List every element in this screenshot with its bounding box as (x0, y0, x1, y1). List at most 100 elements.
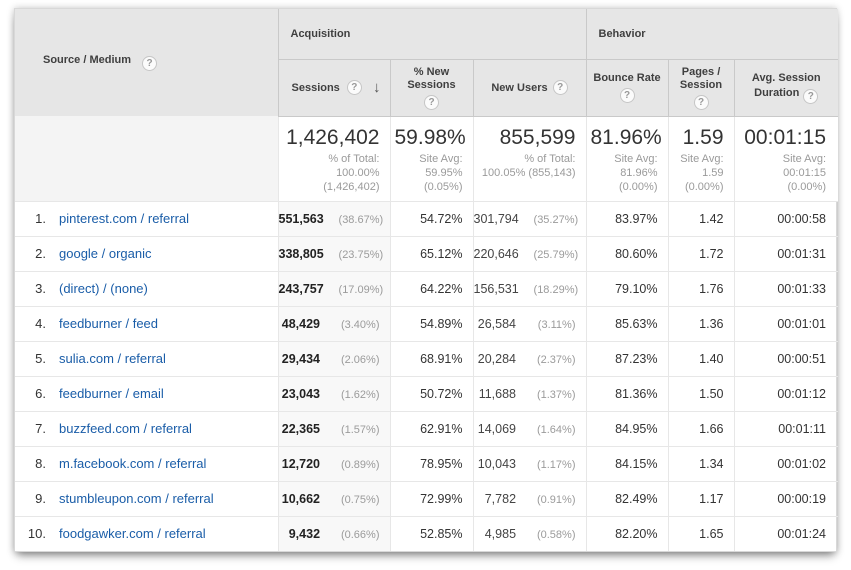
row-rank: 6. (35, 386, 46, 401)
summary-pages-session: 1.59 Site Avg: 1.59 (0.00%) (667, 116, 734, 201)
row-rank: 10. (27, 526, 46, 542)
sessions-value: 9,432 (288, 526, 321, 541)
new-users-cell: 4,985 (0.58%) (472, 515, 586, 551)
column-header-new-sessions[interactable]: % New Sessions ? (389, 59, 473, 117)
pages-session-cell: 1.50 (667, 375, 734, 411)
summary-new-users: 855,599 % of Total: 100.05% (855,143) (472, 116, 586, 201)
pages-session-cell: 1.17 (667, 480, 734, 516)
sessions-cell: 22,365 (1.57%) (277, 410, 390, 446)
sessions-percent: (38.67%) (338, 213, 384, 226)
row-rank: 1. (35, 211, 46, 226)
table-row: 2. google / organic 338,805 (23.75%) 65.1… (15, 235, 838, 271)
new-users-cell: 10,043 (1.17%) (472, 445, 586, 481)
new-users-value: 14,069 (477, 421, 517, 436)
source-medium-link[interactable]: feedburner / email (59, 386, 164, 401)
help-icon[interactable]: ? (142, 56, 158, 71)
source-medium-link[interactable]: foodgawker.com / referral (59, 526, 206, 542)
new-sessions-cell: 50.72% (389, 375, 473, 411)
acquisition-label: Acquisition (290, 27, 351, 40)
new-sessions-cell: 72.99% (389, 480, 473, 516)
duration-cell: 00:01:02 (733, 445, 838, 481)
source-medium-link[interactable]: stumbleupon.com / referral (59, 491, 214, 506)
new-sessions-cell: 62.91% (389, 410, 473, 446)
source-medium-cell: 3. (direct) / (none) (15, 270, 278, 306)
new-users-percent: (2.37%) (536, 353, 576, 366)
duration-cell: 00:01:01 (733, 305, 838, 341)
summary-avg-duration: 00:01:15 Site Avg: 00:01:15 (0.00%) (733, 116, 838, 201)
column-header-new-users[interactable]: New Users ? (472, 59, 586, 117)
table-row: 5. sulia.com / referral 29,434 (2.06%) 68… (15, 340, 838, 376)
duration-cell: 00:01:24 (733, 515, 838, 551)
source-medium-link[interactable]: (direct) / (none) (59, 281, 148, 296)
help-icon[interactable]: ? (619, 88, 635, 103)
column-header-bounce-rate[interactable]: Bounce Rate ? (585, 59, 668, 117)
pages-session-cell: 1.72 (667, 235, 734, 271)
column-header-sessions[interactable]: Sessions ? ↓ (278, 59, 390, 117)
sessions-percent: (17.09%) (338, 283, 384, 296)
group-header-acquisition: Acquisition (278, 9, 586, 60)
sessions-cell: 9,432 (0.66%) (277, 515, 390, 551)
analytics-table: Source / Medium ? Acquisition Behavior S… (14, 8, 838, 552)
new-users-percent: (1.17%) (536, 458, 576, 471)
summary-row: 1,426,402 % of Total: 100.00% (1,426,402… (15, 116, 838, 201)
bounce-rate-cell: 82.20% (585, 515, 668, 551)
help-icon[interactable]: ? (803, 89, 819, 104)
source-medium-link[interactable]: feedburner / feed (59, 316, 159, 331)
source-medium-cell: 5. sulia.com / referral (15, 340, 278, 376)
new-users-value: 156,531 (473, 281, 519, 296)
summary-new-users-value: 855,599 (499, 125, 576, 149)
table-row: 4. feedburner / feed 48,429 (3.40%) 54.89… (15, 305, 838, 341)
sessions-percent: (0.66%) (340, 528, 380, 541)
new-sessions-cell: 65.12% (389, 235, 473, 271)
source-medium-link[interactable]: buzzfeed.com / referral (59, 421, 192, 436)
sessions-cell: 48,429 (3.40%) (277, 305, 390, 341)
summary-new-sessions-value: 59.98% (394, 125, 466, 149)
row-rank: 7. (35, 421, 46, 436)
source-medium-link[interactable]: sulia.com / referral (59, 351, 166, 366)
sessions-cell: 243,757 (17.09%) (277, 270, 390, 306)
pages-session-cell: 1.66 (667, 410, 734, 446)
new-users-percent: (3.11%) (537, 318, 576, 331)
column-header-source-medium[interactable]: Source / Medium ? (15, 9, 279, 116)
source-medium-link[interactable]: pinterest.com / referral (59, 211, 190, 226)
new-sessions-label: % New Sessions (407, 65, 456, 91)
new-users-percent: (25.79%) (533, 248, 579, 261)
table-row: 1. pinterest.com / referral 551,563 (38.6… (15, 200, 838, 236)
help-icon[interactable]: ? (552, 80, 568, 95)
pages-session-cell: 1.34 (667, 445, 734, 481)
sessions-value: 23,043 (281, 386, 321, 401)
duration-cell: 00:01:33 (733, 270, 838, 306)
help-icon[interactable]: ? (424, 94, 439, 110)
table-row: 3. (direct) / (none) 243,757 (17.09%) 64.… (15, 270, 838, 306)
source-medium-cell: 10. foodgawker.com / referral (15, 515, 278, 551)
sessions-value: 29,434 (281, 351, 321, 366)
row-rank: 8. (35, 456, 46, 471)
bounce-rate-cell: 85.63% (585, 305, 668, 341)
help-icon[interactable]: ? (693, 94, 709, 110)
row-rank: 5. (35, 351, 46, 366)
new-users-cell: 11,688 (1.37%) (472, 375, 586, 411)
sessions-value: 22,365 (281, 421, 321, 436)
bounce-rate-cell: 87.23% (585, 340, 668, 376)
source-medium-cell: 9. stumbleupon.com / referral (15, 480, 278, 516)
new-users-cell: 7,782 (0.91%) (472, 480, 586, 516)
new-users-value: 301,794 (473, 211, 519, 226)
duration-cell: 00:00:19 (733, 480, 838, 516)
sessions-cell: 23,043 (1.62%) (277, 375, 390, 411)
sort-descending-icon[interactable]: ↓ (373, 79, 381, 96)
summary-sessions-value: 1,426,402 (286, 125, 380, 149)
summary-dimension-cell (15, 116, 278, 201)
column-header-avg-duration[interactable]: Avg. Session Duration? (733, 59, 838, 117)
bounce-rate-cell: 79.10% (585, 270, 668, 306)
source-medium-label: Source / Medium (43, 54, 132, 66)
sessions-value: 10,662 (281, 491, 321, 506)
table-row: 7. buzzfeed.com / referral 22,365 (1.57%)… (15, 410, 838, 446)
sessions-percent: (23.75%) (338, 248, 384, 261)
column-header-pages-session[interactable]: Pages / Session ? (667, 59, 734, 117)
help-icon[interactable]: ? (346, 80, 362, 95)
new-sessions-cell: 78.95% (389, 445, 473, 481)
sessions-value: 551,563 (278, 211, 324, 226)
source-medium-link[interactable]: m.facebook.com / referral (59, 456, 207, 471)
sessions-cell: 10,662 (0.75%) (277, 480, 390, 516)
source-medium-link[interactable]: google / organic (59, 246, 152, 261)
